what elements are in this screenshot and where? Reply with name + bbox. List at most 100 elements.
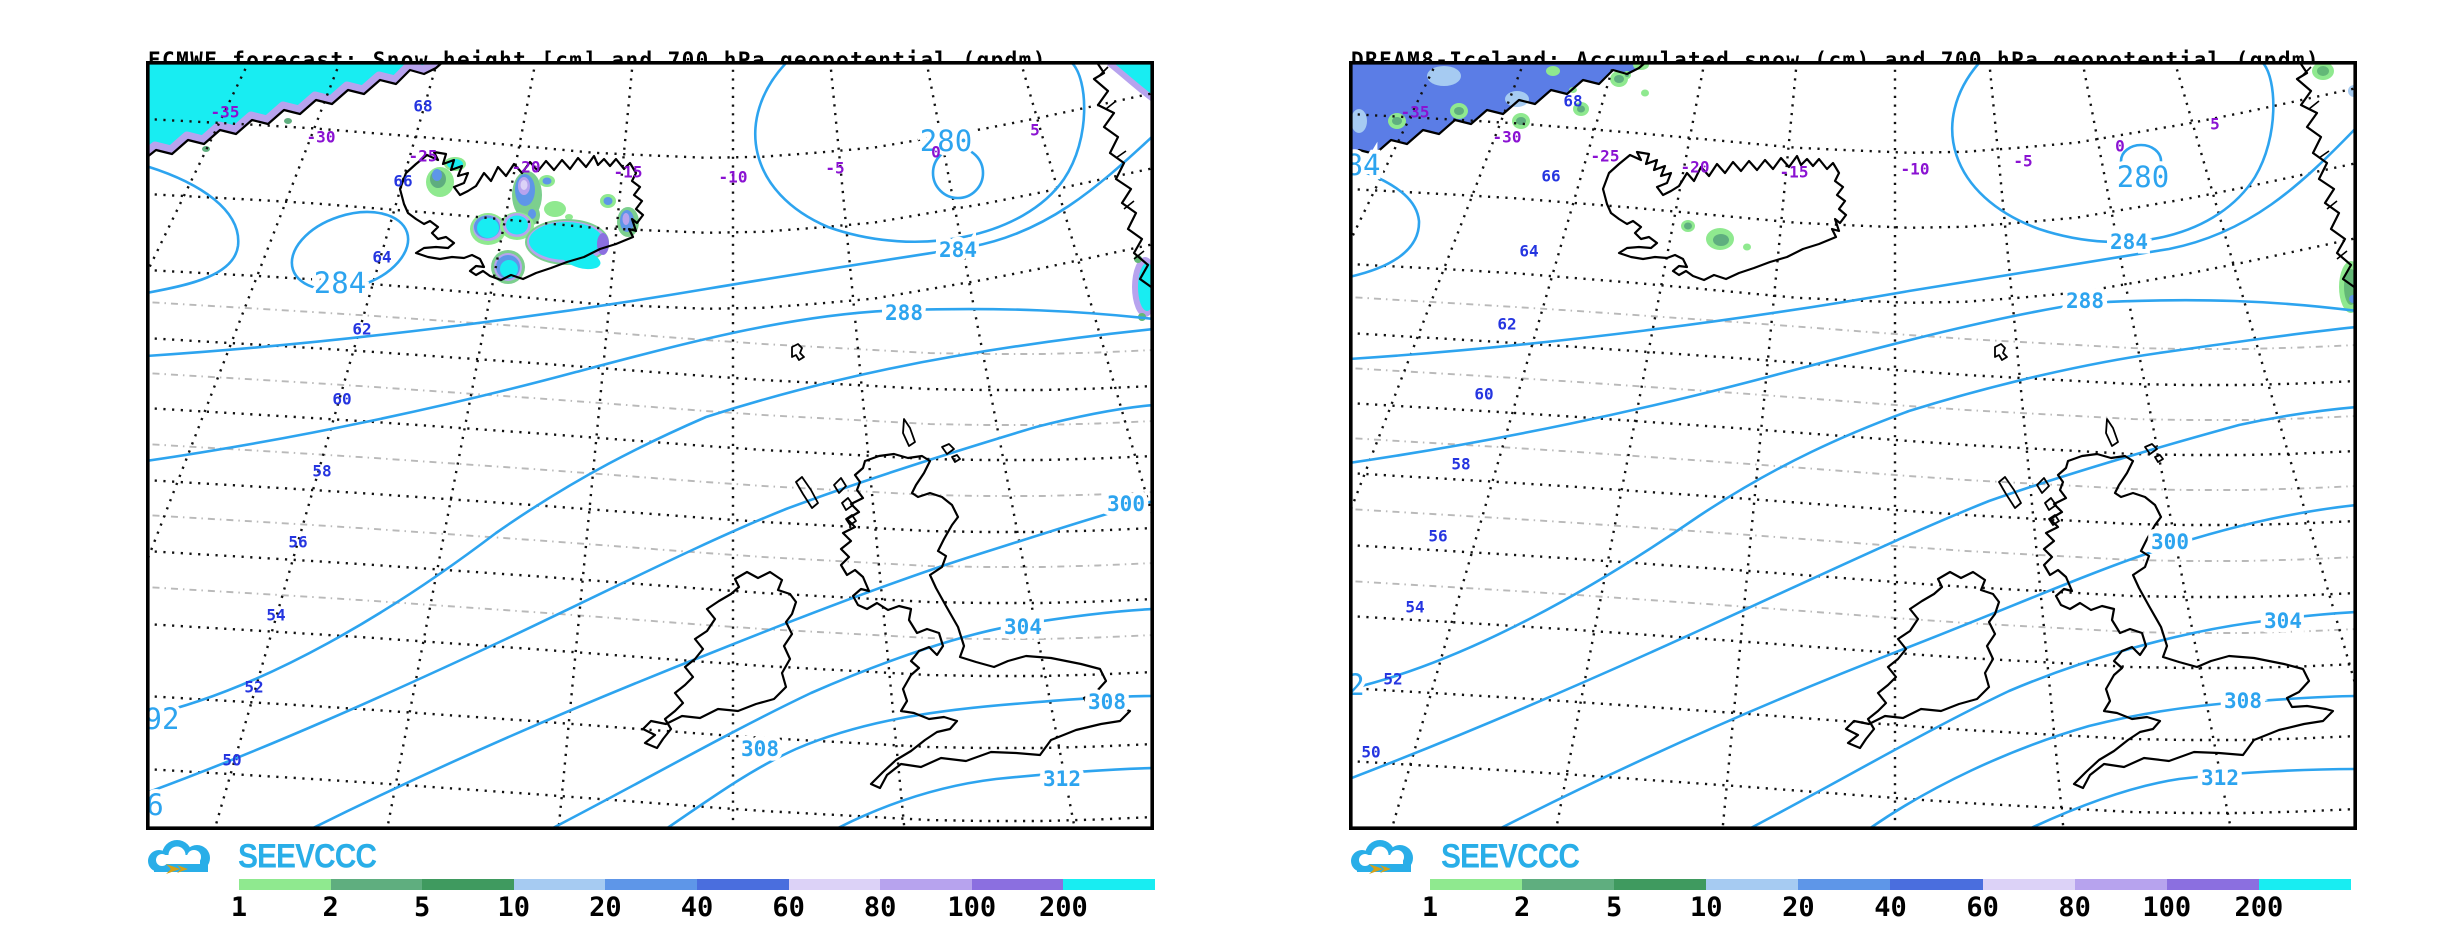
colorbar-label: 100 (2142, 892, 2192, 923)
contour-label: 280 (920, 124, 972, 158)
longitude-label: -10 (1901, 160, 1930, 179)
contour-label: 312 (1043, 767, 1081, 791)
colorbar-segment (1706, 879, 1799, 890)
longitude-label: 5 (2210, 115, 2220, 134)
longitude-label: 5 (1030, 121, 1040, 140)
colorbar (1430, 879, 2351, 890)
latitude-label: 56 (288, 533, 307, 552)
colorbar-segment (1798, 879, 1891, 890)
colorbar-label: 20 (1782, 892, 1815, 923)
latitude-label: 66 (393, 172, 412, 191)
colorbar-segment (2258, 879, 2351, 890)
colorbar-label: 2 (1513, 892, 1531, 923)
snow-shading (1351, 63, 2355, 313)
latitude-label: 50 (1361, 743, 1380, 762)
longitude-label: -10 (719, 168, 748, 187)
contour-label: 288 (2066, 289, 2104, 313)
cloud-icon (148, 840, 210, 874)
snow-shading (148, 63, 1152, 321)
colorbar-label: 100 (947, 892, 997, 923)
geopotential-contours (1351, 63, 2355, 828)
contour-label: 284 (2110, 230, 2148, 254)
colorbar-segment (239, 879, 331, 890)
latitude-label: 52 (1383, 670, 1402, 689)
contour-label: 308 (1088, 690, 1126, 714)
contour-label: 92 (146, 702, 179, 736)
contour-label: 300 (2151, 530, 2189, 554)
geopotential-contours (148, 63, 1152, 828)
contour-label: 304 (2264, 609, 2302, 633)
colorbar-label: 20 (589, 892, 622, 923)
colorbar-label: 60 (1966, 892, 1999, 923)
colorbar-label: 80 (863, 892, 897, 923)
longitude-label: -15 (1780, 163, 1809, 182)
contour-label: 300 (1107, 492, 1145, 516)
colorbar-label: 40 (1874, 892, 1907, 923)
colorbar-label: 2 (322, 892, 339, 923)
contour-label: 308 (2224, 689, 2262, 713)
coastlines (148, 63, 1152, 790)
map-dream8-forecast: 284 288 300 304 308 312 280 84 2 68 66 64 62 60 58 56 54… (1349, 61, 2357, 830)
latitude-label: 62 (1497, 315, 1516, 334)
colorbar-label: 1 (1421, 892, 1439, 923)
seevccc-logo: SEEVCCC (140, 834, 377, 880)
colorbar-segment (605, 879, 697, 890)
contour-label: 284 (939, 238, 977, 262)
latitude-label: 60 (332, 390, 351, 409)
colorbar-segment (1890, 879, 1983, 890)
latitude-label: 52 (244, 678, 263, 697)
longitude-label: -30 (307, 128, 336, 147)
contour-label: 304 (1004, 615, 1042, 639)
colorbar-segment (1522, 879, 1615, 890)
snow-colorbar: 1 2 5 10 20 40 60 80 100 200 (1422, 879, 2351, 925)
logo-text: SEEVCCC (238, 837, 377, 876)
colorbar-label: 60 (772, 892, 805, 923)
contour-label: 2 (1349, 668, 1365, 702)
colorbar-label: 10 (497, 892, 531, 923)
cloud-icon (1351, 840, 1413, 874)
contour-label: 84 (1349, 148, 1380, 182)
snow-colorbar: 1 2 5 10 20 40 60 80 100 200 (231, 879, 1155, 925)
longitude-label: 0 (2115, 137, 2125, 156)
longitude-label: -5 (2013, 152, 2032, 171)
colorbar-segment (422, 879, 514, 890)
longitude-label: -35 (1401, 103, 1430, 122)
latitude-label: 58 (1451, 455, 1470, 474)
colorbar-segment (513, 879, 606, 890)
colorbar-segment (1063, 879, 1155, 890)
colorbar-label: 200 (2234, 892, 2284, 923)
colorbar-segment (1982, 879, 2075, 890)
logo-text: SEEVCCC (1441, 837, 1580, 876)
panel-ecmwf: ECMWF forecast: Snow height [cm] and 700… (146, 0, 1156, 925)
longitude-label: 0 (931, 143, 941, 162)
colorbar-segment (2166, 879, 2259, 890)
colorbar-segment (2074, 879, 2167, 890)
latitude-label: 68 (413, 97, 432, 116)
latitude-label: 58 (312, 462, 331, 481)
map-ecmwf-forecast: 284 288 300 304 308 308 312 280 284 92 6 68 66 64 62 60… (146, 61, 1154, 830)
coastlines (1351, 63, 2355, 790)
longitude-label: -25 (1591, 147, 1620, 166)
longitude-label: -20 (1681, 158, 1710, 177)
longitude-label: -35 (211, 103, 240, 122)
latitude-label: 54 (1405, 598, 1424, 617)
colorbar-label: 10 (1690, 892, 1723, 923)
seevccc-logo: SEEVCCC (1343, 834, 1580, 880)
colorbar-segment (330, 879, 423, 890)
latitude-label: 50 (222, 751, 241, 770)
latitude-label: 60 (1474, 385, 1493, 404)
latitude-label: 66 (1541, 167, 1560, 186)
colorbar-segment (1614, 879, 1707, 890)
latitude-label: 62 (352, 320, 371, 339)
colorbar-segment (1430, 879, 1523, 890)
panel-dream8: DREAM8-Iceland: Accumulated snow (cm) an… (1349, 0, 2359, 925)
contour-label: 288 (885, 301, 923, 325)
colorbar-label: 80 (2058, 892, 2091, 923)
longitude-label: -15 (614, 163, 643, 182)
longitude-label: -20 (512, 158, 541, 177)
contour-label: 312 (2201, 766, 2239, 790)
latitude-label: 56 (1428, 527, 1447, 546)
latitude-label: 54 (266, 606, 285, 625)
colorbar-label: 200 (1039, 892, 1088, 923)
colorbar-segment (971, 879, 1064, 890)
